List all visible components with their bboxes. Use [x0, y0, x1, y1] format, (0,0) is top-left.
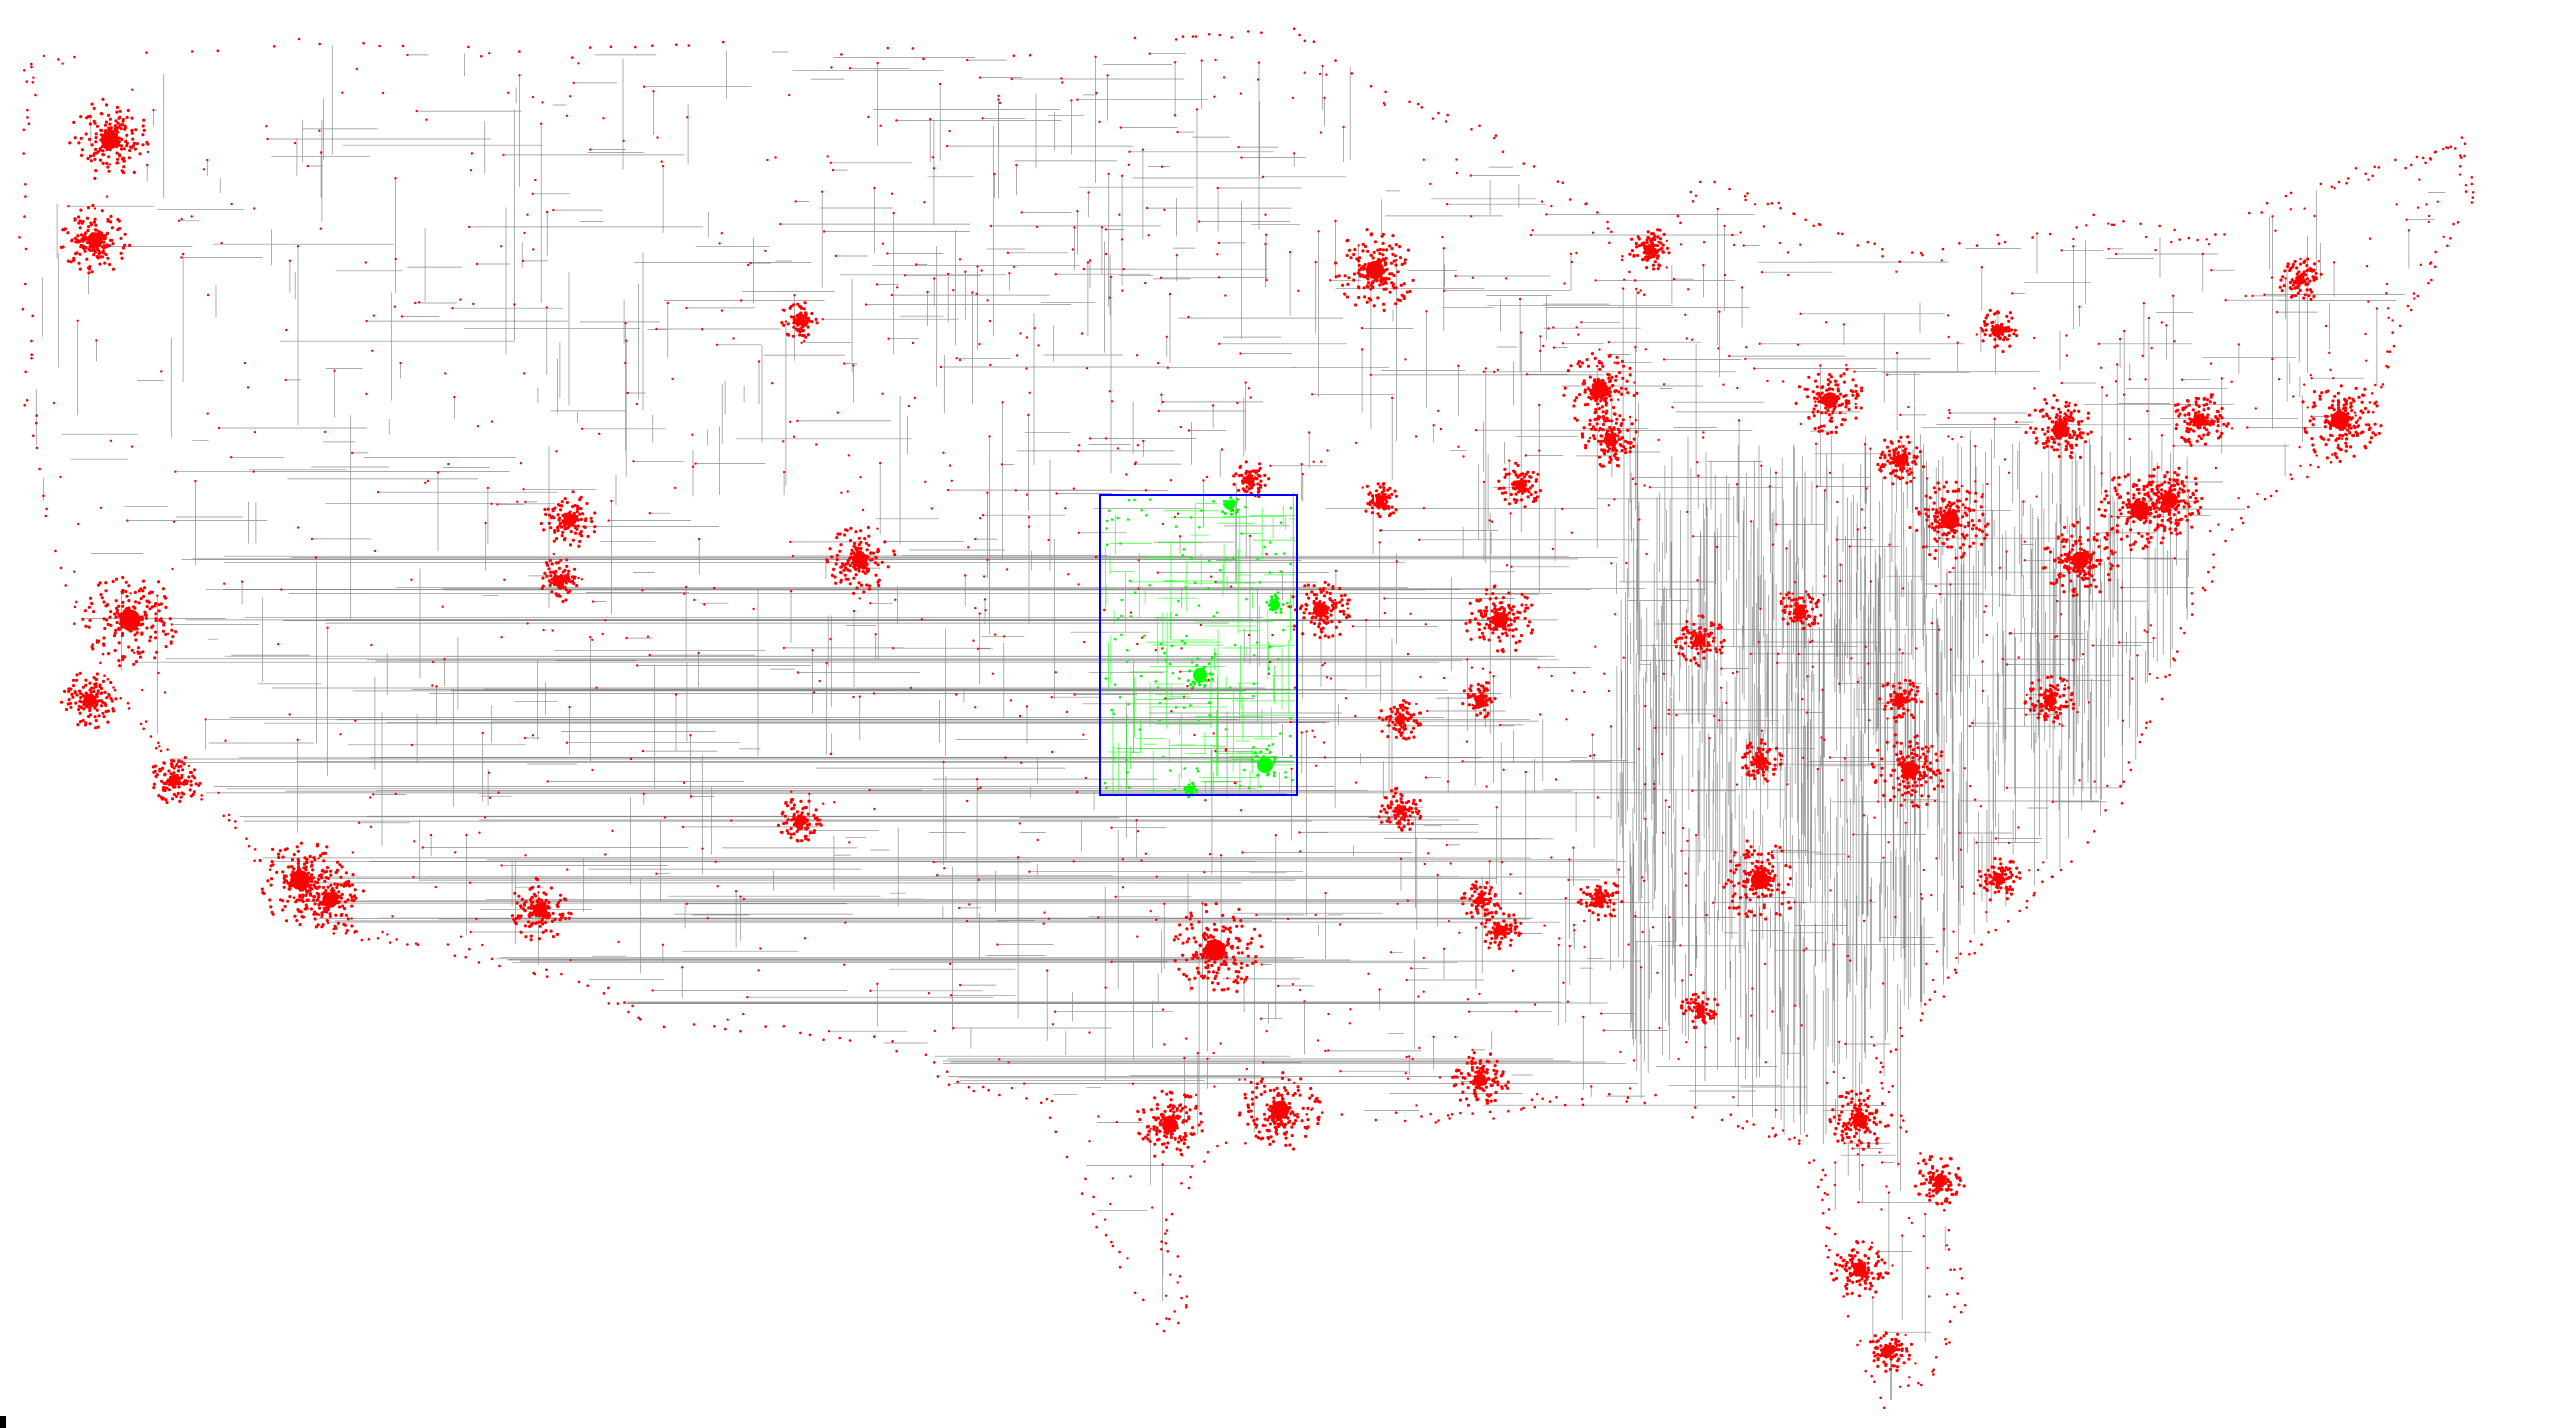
road-nodes [18, 27, 2475, 1410]
highlighted-edges [1105, 502, 1295, 793]
corner-marker [0, 1416, 6, 1428]
edge-layer [35, 45, 2446, 1400]
highlighted-nodes [1103, 496, 1294, 799]
node-layer [18, 27, 2475, 1410]
highlighted-region [1103, 496, 1295, 799]
road-edges [35, 45, 2446, 1400]
selection-box[interactable] [1099, 494, 1298, 796]
